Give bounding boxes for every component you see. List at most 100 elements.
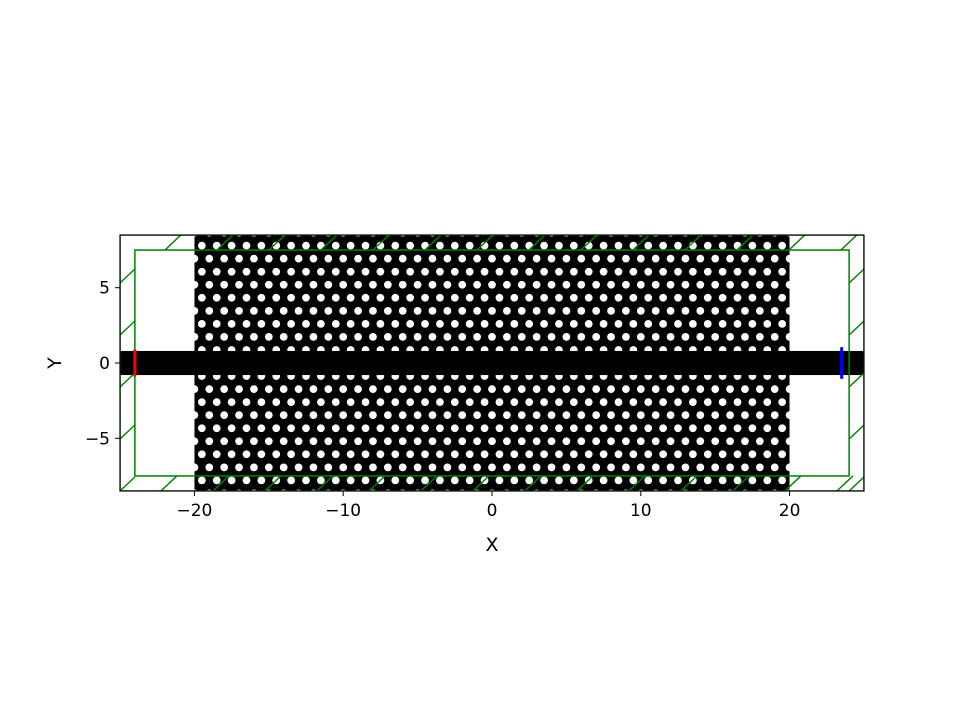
crystal-hole	[778, 398, 787, 406]
crystal-hole	[473, 437, 481, 446]
crystal-hole	[272, 503, 280, 511]
pml-hatch	[848, 424, 864, 440]
crystal-hole	[205, 306, 214, 315]
crystal-hole	[503, 306, 511, 315]
crystal-hole	[778, 293, 787, 302]
crystal-hole	[272, 424, 281, 433]
crystal-hole	[733, 398, 742, 406]
crystal-hole	[377, 503, 385, 511]
crystal-hole	[242, 398, 251, 406]
crystal-hole	[569, 398, 578, 406]
crystal-hole	[279, 280, 288, 289]
x-tick-label: 10	[630, 501, 652, 521]
crystal-hole	[436, 424, 444, 433]
crystal-hole	[622, 385, 630, 393]
crystal-hole	[391, 450, 400, 459]
crystal-hole	[264, 411, 273, 420]
crystal-hole	[376, 267, 385, 276]
crystal-hole	[696, 463, 705, 472]
crystal-hole	[264, 463, 273, 472]
crystal-hole	[213, 503, 221, 511]
crystal-hole	[778, 476, 787, 485]
crystal-hole	[331, 450, 340, 459]
crystal-hole	[651, 437, 660, 446]
crystal-hole	[406, 476, 415, 485]
crystal-hole	[302, 503, 310, 511]
crystal-hole	[785, 280, 790, 289]
crystal-hole	[659, 424, 667, 433]
crystal-hole	[362, 216, 370, 224]
crystal-hole	[205, 254, 214, 263]
crystal-hole	[733, 424, 742, 433]
crystal-hole	[466, 216, 474, 224]
crystal-hole	[243, 216, 251, 224]
crystal-hole	[398, 463, 407, 472]
crystal-hole	[614, 450, 623, 459]
crystal-hole	[726, 411, 734, 420]
crystal-hole	[228, 216, 236, 224]
crystal-hole	[607, 306, 615, 315]
crystal-hole	[778, 424, 787, 433]
crystal-hole	[317, 293, 325, 302]
crystal-hole	[540, 216, 548, 224]
crystal-hole	[525, 241, 534, 250]
crystal-hole	[287, 267, 295, 276]
pml-hatch	[524, 475, 542, 491]
crystal-hole	[614, 424, 623, 433]
crystal-hole	[458, 437, 467, 446]
crystal-hole	[235, 411, 243, 420]
y-tick-label: −5	[85, 429, 110, 449]
crystal-hole	[666, 333, 675, 341]
crystal-hole	[391, 424, 400, 433]
crystal-hole	[194, 385, 199, 393]
y-axis-ticks: 5 0 −5	[85, 279, 120, 449]
crystal-hole	[480, 293, 489, 302]
crystal-hole	[294, 254, 303, 263]
crystal-hole	[450, 424, 459, 433]
crystal-hole	[309, 306, 318, 315]
crystal-hole	[674, 216, 682, 224]
pml-hatch	[368, 475, 386, 491]
crystal-hole	[629, 450, 638, 459]
crystal-hole	[279, 411, 288, 420]
crystal-hole	[481, 216, 489, 224]
crystal-hole	[651, 280, 660, 289]
crystal-hole	[287, 398, 295, 406]
crystal-hole	[488, 280, 496, 289]
crystal-hole	[413, 306, 422, 315]
crystal-hole	[324, 280, 333, 289]
crystal-hole	[309, 254, 318, 263]
crystal-hole	[354, 306, 362, 315]
crystal-hole	[584, 424, 593, 433]
crystal-hole	[257, 320, 266, 328]
crystal-hole	[421, 267, 429, 276]
crystal-hole	[197, 476, 206, 485]
crystal-hole	[510, 450, 519, 459]
crystal-hole	[436, 476, 444, 485]
crystal-hole	[510, 424, 519, 433]
crystal-hole	[398, 333, 407, 341]
crystal-hole	[607, 385, 615, 393]
crystal-hole	[569, 476, 578, 485]
crystal-hole	[376, 293, 385, 302]
crystal-hole	[659, 241, 667, 250]
crystal-hole	[703, 450, 712, 459]
crystal-hole	[600, 216, 608, 224]
crystal-hole	[317, 503, 325, 511]
crystal-hole	[755, 385, 764, 393]
crystal-hole	[331, 293, 340, 302]
pml-hatch	[684, 235, 702, 251]
crystal-hole	[220, 280, 229, 289]
crystal-hole	[763, 450, 772, 459]
crystal-hole	[220, 437, 229, 446]
crystal-hole	[309, 411, 318, 420]
crystal-hole	[584, 398, 593, 406]
crystal-hole	[636, 306, 645, 315]
crystal-hole	[547, 411, 556, 420]
crystal-hole	[622, 280, 630, 289]
crystal-hole	[480, 450, 489, 459]
crystal-hole	[599, 424, 608, 433]
crystal-hole	[406, 320, 415, 328]
crystal-hole	[212, 267, 221, 276]
crystal-hole	[577, 411, 586, 420]
